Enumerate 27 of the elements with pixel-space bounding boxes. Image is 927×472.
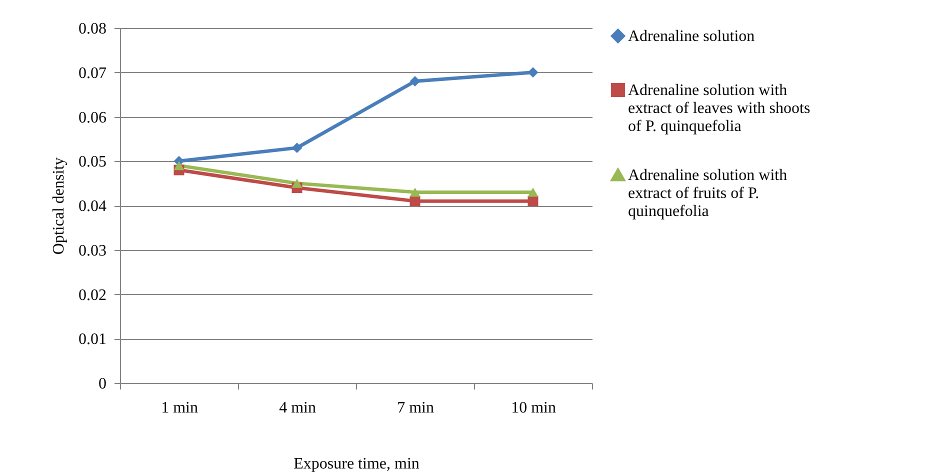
legend-label: Adrenaline solution with extract of fruits of P. quinquefolia bbox=[628, 167, 788, 220]
point bbox=[528, 67, 538, 78]
y-tick-label: 0 bbox=[98, 376, 106, 392]
y-tick-label: 0.04 bbox=[78, 198, 106, 215]
point bbox=[292, 142, 302, 154]
y-tick-label: 0.06 bbox=[78, 109, 106, 126]
point bbox=[528, 196, 538, 206]
x-tick-label: 10 min bbox=[511, 400, 556, 416]
y-tick-label: 0.08 bbox=[78, 20, 106, 38]
point bbox=[174, 161, 184, 170]
point bbox=[410, 76, 420, 86]
point bbox=[292, 178, 302, 188]
x-tick-label: 7 min bbox=[397, 400, 434, 416]
x-axis-title: Exposure time, min bbox=[294, 456, 420, 472]
y-axis-title: Optical density bbox=[50, 157, 68, 255]
legend-label: Adrenaline solution bbox=[628, 28, 755, 45]
point bbox=[528, 188, 538, 197]
x-tick-label: 1 min bbox=[161, 400, 198, 416]
legend-label: Adrenaline solution with extract of leaves with shoots of P. quinquefolia bbox=[628, 82, 810, 135]
y-tick-label: 0.01 bbox=[78, 331, 106, 348]
x-tick-label: 4 min bbox=[279, 400, 316, 416]
y-tick-label: 0.07 bbox=[78, 64, 106, 82]
y-tick-label: 0.05 bbox=[78, 154, 106, 171]
point bbox=[410, 196, 420, 206]
point bbox=[410, 188, 420, 197]
y-tick-label: 0.03 bbox=[78, 242, 106, 260]
y-tick-label: 0.02 bbox=[78, 286, 106, 304]
